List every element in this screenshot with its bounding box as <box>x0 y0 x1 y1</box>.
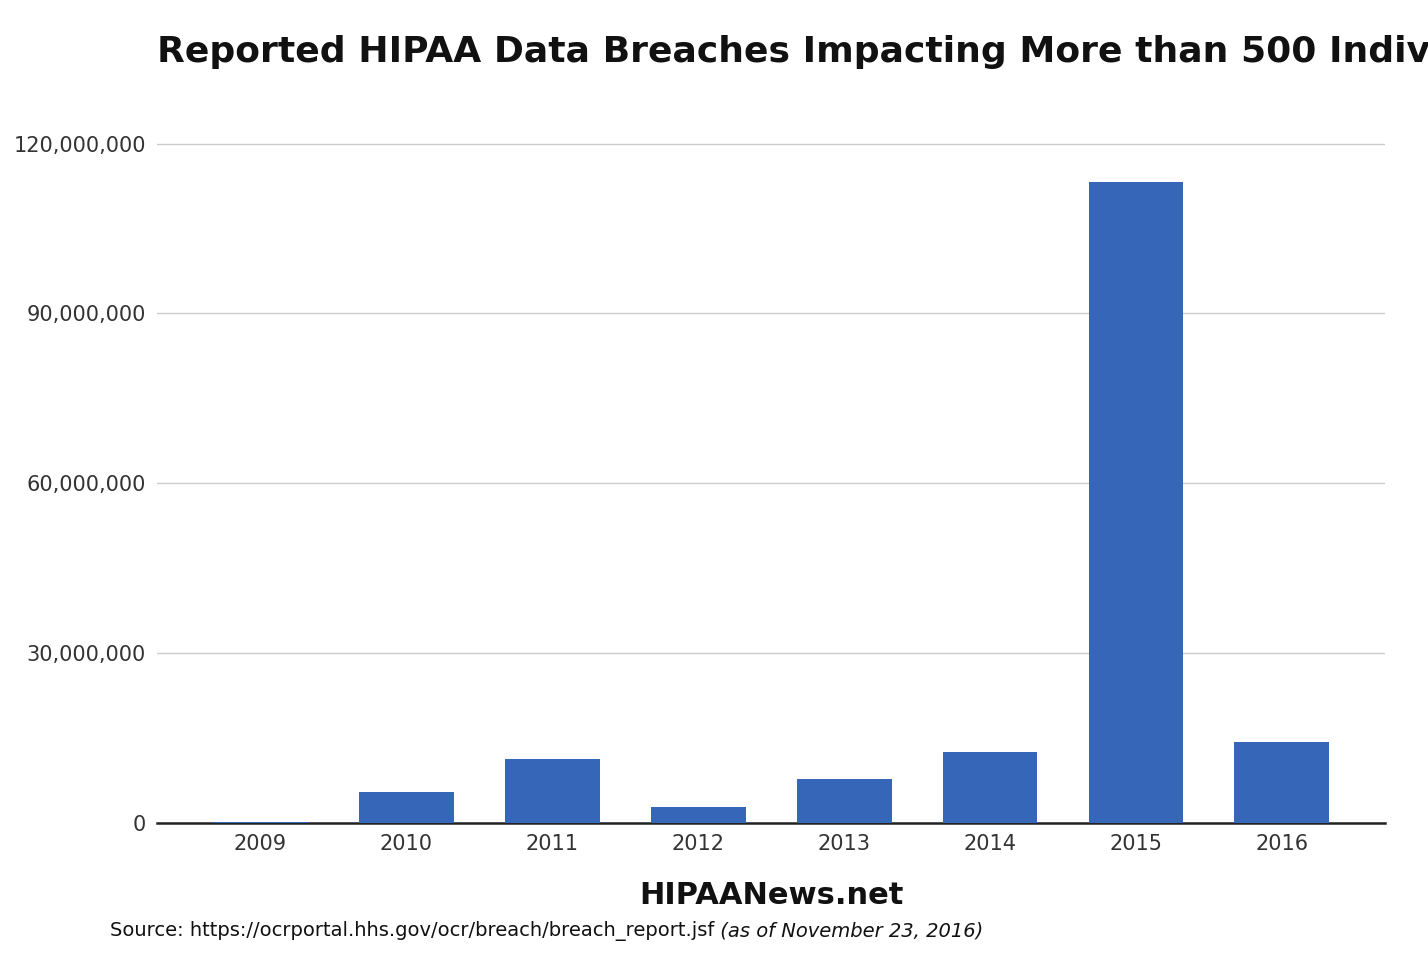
Bar <box>1234 741 1329 823</box>
Bar <box>358 792 454 823</box>
Bar <box>1088 182 1184 823</box>
Text: HIPAANews.net: HIPAANews.net <box>638 881 904 910</box>
Bar <box>797 778 891 823</box>
Bar <box>651 807 745 823</box>
Text: (as of November 23, 2016): (as of November 23, 2016) <box>714 922 984 941</box>
Text: Source: https://ocrportal.hhs.gov/ocr/breach/breach_report.jsf: Source: https://ocrportal.hhs.gov/ocr/br… <box>110 922 714 941</box>
Text: Reported HIPAA Data Breaches Impacting More than 500 Individuals: Reported HIPAA Data Breaches Impacting M… <box>157 35 1428 69</box>
Bar <box>504 759 600 823</box>
Bar <box>942 752 1038 823</box>
